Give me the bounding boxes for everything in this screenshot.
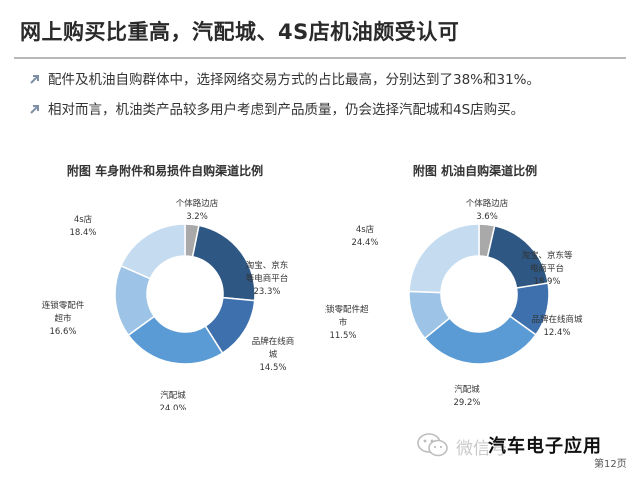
donut-slice [119,223,186,280]
watermark-text: 微信号 [456,439,507,459]
slice-category-label: 4s店 [356,224,375,235]
slice-category-label: 汽配城 [160,390,186,401]
slice-value-label: 3.6% [476,212,498,222]
slice-category-label: 超市 [54,313,72,324]
slice-value-label: 29.2% [453,398,480,408]
slice-category-label: 连锁零配件 [42,300,85,311]
bullet-text: 相对而言，机油类产品较多用户考虑到产品质量，仍会选择汽配城和4S店购买。 [48,102,525,118]
slice-value-label: 14.5% [259,363,286,373]
slice-value-label: 3.2% [186,212,208,222]
slice-value-label: 18.9% [533,277,560,287]
slice-category-label: 淘宝、京东等 [521,250,573,261]
donut-slice [423,315,537,365]
chart-title: 附图 机油自购渠道比例 [412,164,538,178]
slice-value-label: 24.4% [351,238,378,248]
donut-slice [408,223,480,294]
brand-name: 汽车电子应用 [488,436,602,457]
title-divider [14,57,626,59]
slice-category-label: 品牌在线商城 [531,314,583,325]
bullet-text: 配件及机油自购群体中，选择网络交易方式的占比最高，分别达到了38%和31%。 [48,72,541,88]
bullet-list: 配件及机油自购群体中，选择网络交易方式的占比最高，分别达到了38%和31%。 相… [26,70,626,130]
chart-title: 附图 车身附件和易损件自购渠道比例 [66,164,264,178]
slice-category-label: 品牌在线商 [252,336,295,347]
slice-value-label: 16.6% [49,327,76,337]
slice-value-label: 12.4% [543,328,570,338]
donut-chart-parts: 附图 车身附件和易损件自购渠道比例 个体路边店 3.2% 淘宝、京东等电商平台 23.… [15,160,315,410]
donut-chart-oil: 附图 机油自购渠道比例 个体路边店 3.6% 淘宝、京东等 电商平台 18.9% 品牌在线… [325,160,625,410]
slice-category-label: 个体路边店 [466,198,509,209]
slice-category-label: 等电商平台 [246,273,289,284]
slice-value-label: 23.3% [253,287,280,297]
slice-value-label: 18.4% [69,228,96,238]
slice-value-label: 11.5% [329,331,356,341]
bullet-item: 相对而言，机油类产品较多用户考虑到产品质量，仍会选择汽配城和4S店购买。 [26,100,626,120]
arrow-bullet-icon [30,75,39,84]
slice-value-label: 24.0% [159,404,186,410]
page-number: 第12页 [594,459,627,470]
slice-category-label: 市 [339,317,348,328]
slice-category-label: 4s店 [74,214,93,225]
slice-category-label: 城 [269,350,278,360]
slice-category-label: 汽配城 [454,384,480,395]
bullet-item: 配件及机油自购群体中，选择网络交易方式的占比最高，分别达到了38%和31%。 [26,70,626,90]
slice-category-label: 淘宝、京东 [246,260,289,271]
arrow-bullet-icon [30,105,39,114]
slice-category-label: 电商平台 [530,263,564,274]
slide-title: 网上购买比重高，汽配城、4S店机油颇受认可 [20,20,460,44]
slice-category-label: 个体路边店 [176,198,219,209]
wechat-icon [417,433,448,457]
